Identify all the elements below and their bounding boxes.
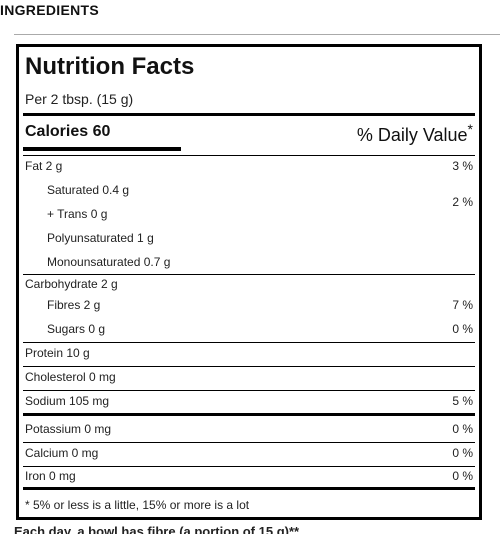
divider	[23, 342, 475, 343]
row-iron-dv: 0 %	[452, 469, 473, 483]
row-fibres: Fibres 2 g	[47, 298, 101, 312]
nutrition-title: Nutrition Facts	[25, 53, 195, 80]
divider	[14, 34, 500, 35]
row-carbohydrate: Carbohydrate 2 g	[25, 277, 118, 291]
row-saturated: Saturated 0.4 g	[47, 183, 130, 197]
cutoff-text: Each day, a bowl has fibre (a portion of…	[14, 524, 300, 534]
row-sat-trans-dv: 2 %	[452, 195, 473, 209]
row-iron: Iron 0 mg	[25, 469, 76, 483]
divider	[23, 466, 475, 467]
row-potassium-dv: 0 %	[452, 422, 473, 436]
calories-label: Calories 60	[25, 123, 111, 140]
row-polyunsaturated: Polyunsaturated 1 g	[47, 231, 154, 245]
row-sugars: Sugars 0 g	[47, 322, 106, 336]
divider	[23, 442, 475, 443]
nutrition-facts-panel: Nutrition Facts Per 2 tbsp. (15 g) Calor…	[16, 44, 482, 520]
row-protein: Protein 10 g	[25, 346, 90, 360]
serving-size: Per 2 tbsp. (15 g)	[25, 91, 134, 107]
ingredients-heading: INGREDIENTS	[0, 2, 99, 18]
row-fibres-dv: 7 %	[452, 298, 473, 312]
row-calcium-dv: 0 %	[452, 446, 473, 460]
row-monounsaturated: Monounsaturated 0.7 g	[47, 255, 171, 269]
daily-value-header-text: % Daily Value	[356, 125, 468, 145]
divider	[23, 113, 475, 116]
row-sugars-dv: 0 %	[452, 322, 473, 336]
row-calcium: Calcium 0 mg	[25, 446, 99, 460]
footnote: * 5% or less is a little, 15% or more is…	[25, 498, 250, 512]
daily-value-asterisk: *	[467, 121, 473, 137]
divider	[23, 155, 475, 156]
divider	[23, 487, 475, 490]
divider	[23, 366, 475, 367]
row-sodium-dv: 5 %	[452, 394, 473, 408]
row-trans: + Trans 0 g	[47, 207, 108, 221]
row-fat: Fat 2 g	[25, 159, 63, 173]
divider	[23, 390, 475, 391]
daily-value-header: % Daily Value*	[357, 121, 473, 146]
row-fat-dv: 3 %	[452, 159, 473, 173]
divider	[23, 413, 475, 416]
calories-underbar	[23, 147, 181, 151]
row-sodium: Sodium 105 mg	[25, 394, 110, 408]
row-potassium: Potassium 0 mg	[25, 422, 112, 436]
row-cholesterol: Cholesterol 0 mg	[25, 370, 116, 384]
divider	[23, 274, 475, 275]
